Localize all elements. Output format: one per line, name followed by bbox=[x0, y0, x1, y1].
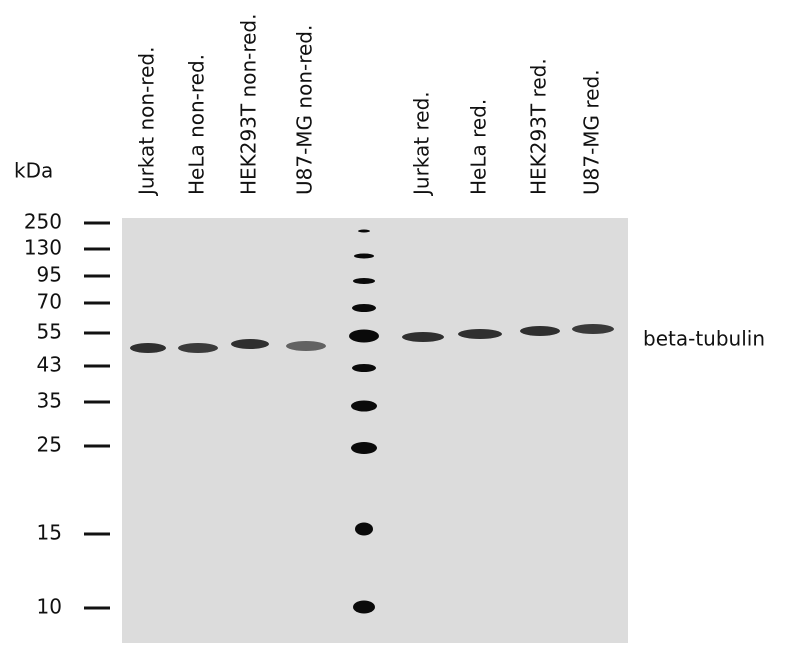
sample-band bbox=[231, 339, 269, 349]
sample-band bbox=[402, 332, 444, 342]
blot-membrane bbox=[122, 218, 628, 643]
marker-label: 35 bbox=[37, 389, 62, 413]
ladder-band bbox=[351, 442, 377, 454]
ladder-band bbox=[358, 229, 370, 233]
marker-label: 43 bbox=[37, 353, 62, 377]
marker-label: 95 bbox=[37, 263, 62, 287]
marker-label: 55 bbox=[37, 320, 62, 344]
marker-label: 130 bbox=[24, 236, 62, 260]
lane-label: U87-MG red. bbox=[580, 69, 604, 195]
ladder-band bbox=[349, 329, 379, 343]
marker-label: 15 bbox=[37, 521, 62, 545]
ladder-band bbox=[353, 278, 375, 284]
ladder-band bbox=[352, 304, 376, 312]
marker-label: 10 bbox=[37, 595, 62, 619]
ladder-band bbox=[352, 364, 376, 372]
ladder-band bbox=[353, 600, 375, 614]
lane-label: HeLa non-red. bbox=[185, 54, 209, 195]
kda-label: kDa bbox=[14, 159, 53, 183]
lane-label: HEK293T non-red. bbox=[237, 14, 261, 195]
lane-label: HeLa red. bbox=[467, 99, 491, 195]
band-label: beta-tubulin bbox=[643, 327, 765, 351]
sample-band bbox=[572, 324, 614, 334]
marker-label: 25 bbox=[37, 433, 62, 457]
sample-band bbox=[130, 343, 166, 353]
sample-band bbox=[286, 341, 326, 351]
lane-label: Jurkat red. bbox=[410, 91, 434, 197]
lane-label: U87-MG non-red. bbox=[293, 25, 317, 195]
marker-label: 70 bbox=[37, 290, 62, 314]
sample-band bbox=[178, 343, 218, 353]
sample-band bbox=[520, 326, 560, 336]
lane-label: Jurkat non-red. bbox=[135, 47, 159, 197]
lane-label: HEK293T red. bbox=[527, 58, 551, 195]
sample-band bbox=[458, 329, 502, 339]
ladder-band bbox=[351, 400, 377, 412]
ladder-band bbox=[355, 522, 373, 536]
ladder-band bbox=[354, 253, 374, 259]
marker-label: 250 bbox=[24, 210, 62, 234]
